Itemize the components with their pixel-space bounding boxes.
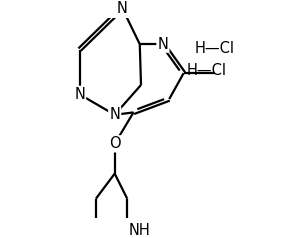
Text: N: N (117, 0, 128, 15)
Text: N: N (74, 87, 85, 102)
Text: N: N (158, 37, 168, 52)
Text: NH: NH (129, 223, 151, 238)
Text: O: O (109, 136, 120, 151)
Text: H—Cl: H—Cl (195, 41, 235, 56)
Text: N: N (109, 107, 120, 122)
Text: H—Cl: H—Cl (186, 63, 226, 78)
